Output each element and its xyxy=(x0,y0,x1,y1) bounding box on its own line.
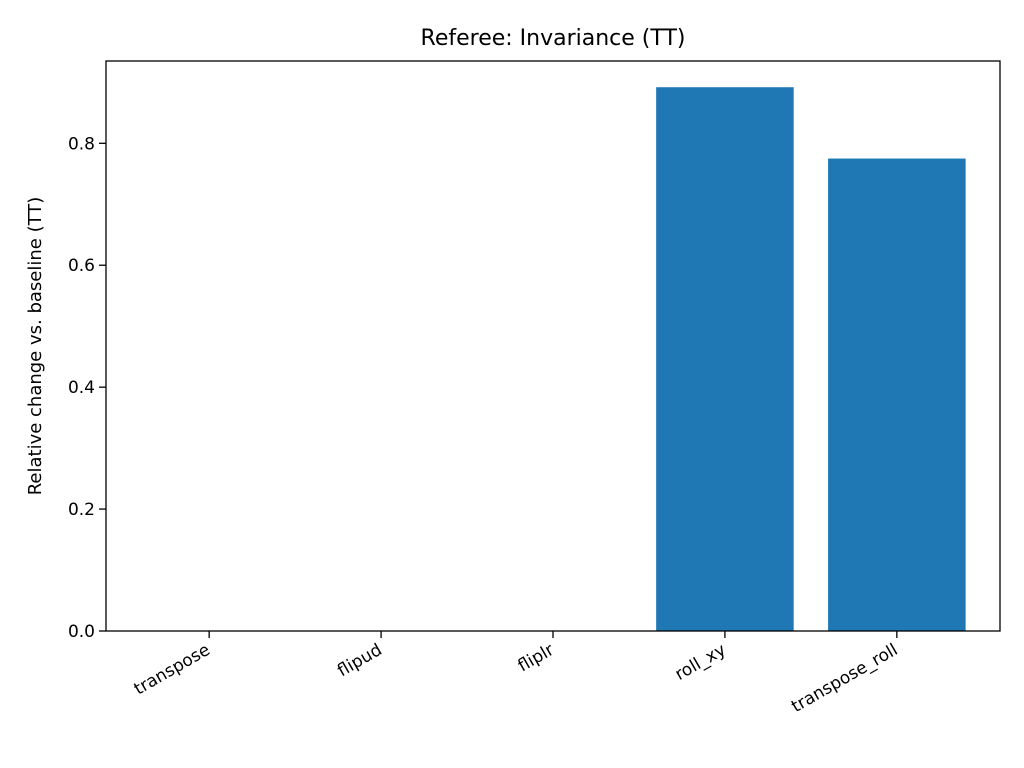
x-tick-label: transpose xyxy=(131,640,214,699)
bars-layer xyxy=(656,87,966,632)
chart-title: Referee: Invariance (TT) xyxy=(421,26,686,51)
x-tick-label: roll_xy xyxy=(672,640,730,685)
y-tick-label: 0.6 xyxy=(68,256,95,276)
plot-frame xyxy=(105,60,1001,632)
x-tick-label: flipud xyxy=(334,640,385,681)
y-axis-ticks: 0.0 0.2 0.4 0.6 0.8 xyxy=(68,134,106,642)
y-tick-label: 0.4 xyxy=(68,378,95,398)
x-tick-label: fliplr xyxy=(515,640,558,676)
y-tick-label: 0.8 xyxy=(68,134,95,154)
bar-roll_xy xyxy=(656,87,794,631)
bar-transpose_roll xyxy=(828,158,966,632)
x-tick-label: transpose_roll xyxy=(788,640,901,717)
y-axis-label: Relative change vs. baseline (TT) xyxy=(25,197,46,496)
y-tick-label: 0.0 xyxy=(68,622,95,642)
x-axis-ticks: transpose flipud fliplr roll_xy transpose_ro… xyxy=(131,631,901,717)
y-tick-label: 0.2 xyxy=(68,500,95,520)
